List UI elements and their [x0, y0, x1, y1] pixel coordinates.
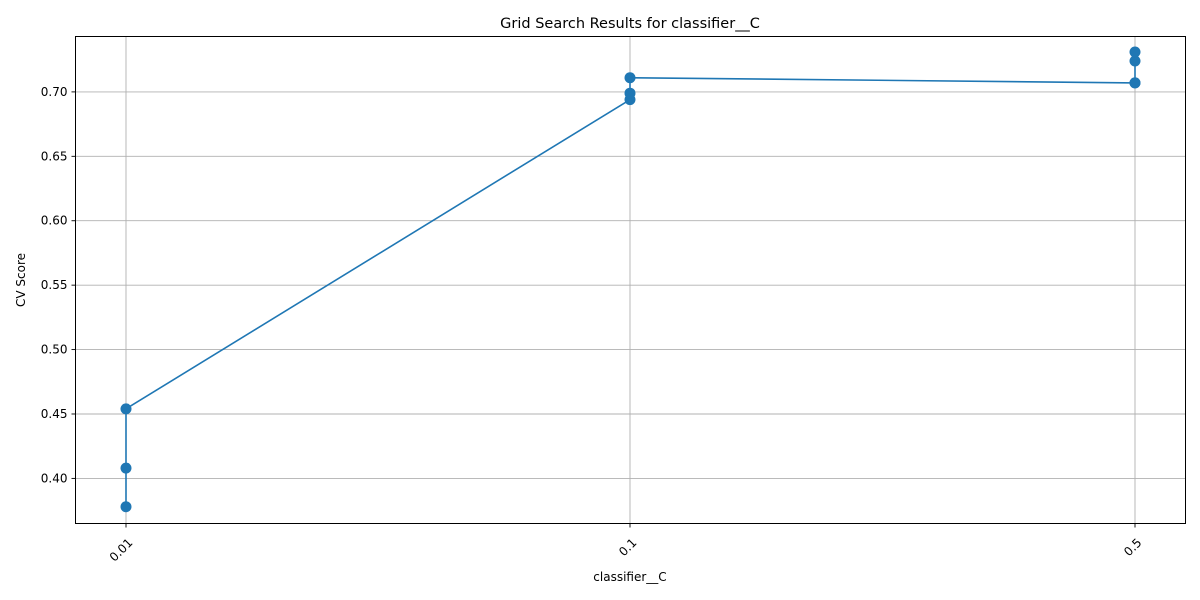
chart-title: Grid Search Results for classifier__C [500, 16, 760, 32]
series-line [125, 51, 1136, 507]
data-point [120, 462, 132, 474]
plot-frame [75, 36, 1186, 524]
x-axis-label: classifier__C [593, 570, 666, 584]
data-point [120, 403, 132, 415]
y-tick-label: 0.60 [41, 214, 68, 228]
data-point [1129, 77, 1141, 89]
data-point [120, 501, 132, 513]
y-tick-label: 0.40 [41, 471, 68, 485]
data-point [624, 87, 636, 99]
x-tick-label: 0.5 [1121, 536, 1144, 559]
y-axis-label: CV Score [14, 253, 28, 307]
y-tick-label: 0.50 [41, 343, 68, 357]
tick-layer: 0.01 0.1 0.5 0.40 0.45 0.50 0.55 0.60 0.65 0.70 [41, 85, 1145, 565]
grid-layer [75, 36, 1186, 524]
series-layer [120, 46, 1141, 513]
data-point [1129, 46, 1141, 58]
y-tick-label: 0.45 [41, 407, 68, 421]
data-point [1129, 55, 1141, 67]
data-point [624, 72, 636, 84]
y-tick-label: 0.65 [41, 149, 68, 163]
x-tick-label: 0.01 [107, 536, 136, 565]
y-tick-label: 0.55 [41, 278, 68, 292]
x-tick-label: 0.1 [616, 536, 639, 559]
y-tick-label: 0.70 [41, 85, 68, 99]
